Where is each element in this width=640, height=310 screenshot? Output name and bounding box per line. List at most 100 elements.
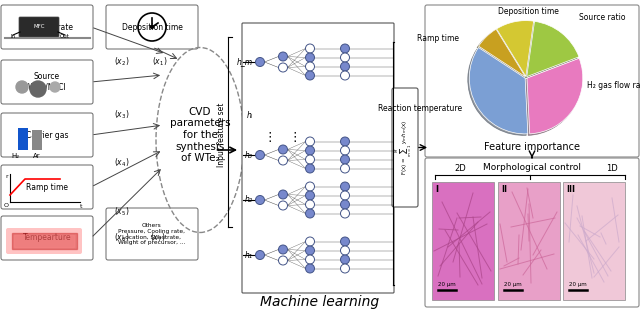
Text: Ramp time: Ramp time — [26, 183, 68, 192]
Circle shape — [305, 255, 314, 264]
Circle shape — [340, 62, 349, 71]
Circle shape — [340, 53, 349, 62]
FancyBboxPatch shape — [392, 88, 418, 207]
Circle shape — [305, 62, 314, 71]
Bar — [14, 235, 74, 247]
Text: Input feature set: Input feature set — [218, 103, 227, 167]
Circle shape — [340, 71, 349, 80]
Text: Morphological control: Morphological control — [483, 162, 581, 171]
Circle shape — [305, 71, 314, 80]
FancyBboxPatch shape — [6, 228, 82, 254]
Circle shape — [340, 44, 349, 53]
Text: Machine learning: Machine learning — [260, 295, 380, 309]
Text: hᵢ: hᵢ — [247, 110, 253, 119]
Text: Ar: Ar — [33, 153, 41, 159]
Circle shape — [255, 150, 264, 160]
Text: h₁: h₁ — [245, 250, 253, 259]
Text: Gas flow rate: Gas flow rate — [22, 23, 72, 32]
Circle shape — [278, 145, 287, 154]
Text: I: I — [435, 185, 438, 194]
Text: Out: Out — [60, 34, 70, 39]
Circle shape — [278, 52, 287, 61]
Circle shape — [278, 245, 287, 254]
Circle shape — [278, 256, 287, 265]
Text: t: t — [80, 204, 83, 209]
Text: Source
W/Te/NaCl: Source W/Te/NaCl — [28, 72, 67, 92]
Circle shape — [340, 237, 349, 246]
Circle shape — [278, 63, 287, 72]
Circle shape — [16, 81, 28, 93]
Text: Others
Pressure, Cooling rate,
Location, Substrate,
Weight of precursor, ...: Others Pressure, Cooling rate, Location,… — [118, 223, 186, 245]
Wedge shape — [479, 29, 525, 77]
Text: $(x_6)$: $(x_6)$ — [115, 232, 130, 244]
Wedge shape — [527, 58, 583, 134]
Text: Deposition time: Deposition time — [122, 23, 182, 32]
Bar — [12, 233, 77, 249]
Circle shape — [305, 209, 314, 218]
Text: 1D: 1D — [606, 164, 618, 173]
Circle shape — [150, 25, 154, 29]
Circle shape — [278, 156, 287, 165]
Text: Source ratio: Source ratio — [579, 13, 625, 22]
Text: 2D: 2D — [454, 164, 466, 173]
Text: Tempearture: Tempearture — [22, 233, 71, 242]
Text: h₂: h₂ — [245, 196, 253, 205]
Circle shape — [305, 44, 314, 53]
Text: $(x_7)$: $(x_7)$ — [150, 232, 166, 244]
Circle shape — [305, 264, 314, 273]
FancyBboxPatch shape — [1, 113, 93, 157]
Circle shape — [340, 209, 349, 218]
Circle shape — [305, 155, 314, 164]
Text: Reaction temperature: Reaction temperature — [378, 104, 462, 113]
Text: O: O — [4, 203, 9, 208]
Bar — [498, 182, 560, 300]
Text: 20 μm: 20 μm — [438, 282, 456, 287]
Wedge shape — [497, 20, 534, 76]
Circle shape — [340, 182, 349, 191]
Circle shape — [340, 255, 349, 264]
Text: Deposition time: Deposition time — [499, 7, 559, 16]
Circle shape — [305, 200, 314, 209]
Bar — [563, 182, 625, 300]
Circle shape — [340, 164, 349, 173]
Circle shape — [340, 137, 349, 146]
FancyBboxPatch shape — [242, 23, 394, 293]
Circle shape — [340, 191, 349, 200]
Circle shape — [340, 155, 349, 164]
Circle shape — [305, 146, 314, 155]
FancyBboxPatch shape — [1, 60, 93, 104]
Text: $(x_1)$: $(x_1)$ — [152, 56, 168, 68]
FancyBboxPatch shape — [1, 216, 93, 260]
Bar — [18, 128, 28, 150]
Circle shape — [255, 250, 264, 259]
Circle shape — [340, 200, 349, 209]
Circle shape — [305, 137, 314, 146]
Text: $(x_2)$: $(x_2)$ — [115, 56, 130, 68]
Circle shape — [340, 146, 349, 155]
Text: 20 μm: 20 μm — [569, 282, 587, 287]
Text: II: II — [501, 185, 507, 194]
Circle shape — [305, 182, 314, 191]
Circle shape — [305, 53, 314, 62]
Text: In: In — [10, 34, 15, 39]
Text: $(x_5)$: $(x_5)$ — [115, 206, 130, 218]
Text: Ramp time: Ramp time — [417, 34, 459, 43]
Text: Feature importance: Feature importance — [484, 142, 580, 152]
Circle shape — [305, 237, 314, 246]
Text: 20 μm: 20 μm — [504, 282, 522, 287]
FancyBboxPatch shape — [425, 158, 639, 307]
Text: $(x_4)$: $(x_4)$ — [115, 157, 130, 169]
Text: F(x) = $\sum_{m=1}^{M}$ $y_m h_m$(x): F(x) = $\sum_{m=1}^{M}$ $y_m h_m$(x) — [395, 120, 415, 175]
Circle shape — [340, 264, 349, 273]
FancyBboxPatch shape — [106, 5, 198, 49]
FancyBboxPatch shape — [1, 5, 93, 49]
Circle shape — [305, 246, 314, 255]
Text: ⋮: ⋮ — [264, 131, 276, 144]
Text: H₂: H₂ — [11, 153, 19, 159]
Text: MFC: MFC — [33, 24, 45, 29]
FancyBboxPatch shape — [19, 17, 59, 37]
Text: h_m: h_m — [237, 57, 253, 67]
Circle shape — [305, 164, 314, 173]
Bar — [432, 182, 494, 300]
Circle shape — [30, 81, 46, 97]
